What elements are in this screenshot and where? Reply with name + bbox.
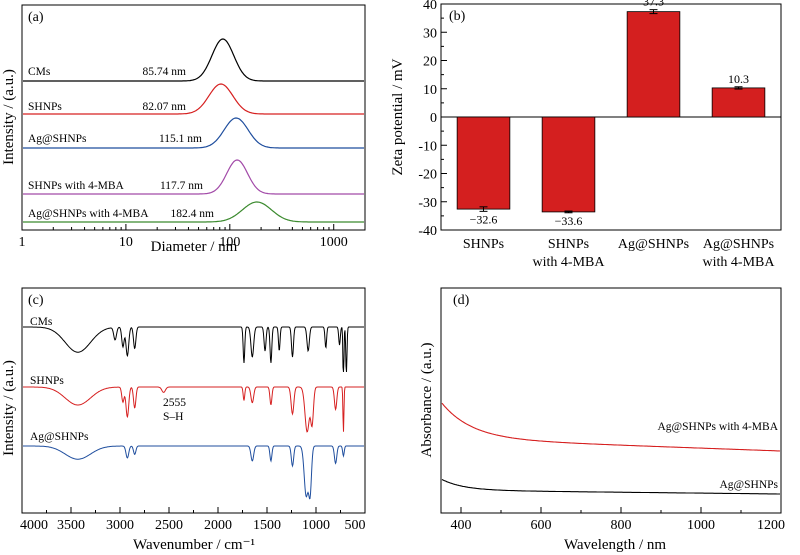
panel-c-spectrum — [23, 386, 364, 433]
panel-b-ytick-label: -30 — [418, 196, 437, 211]
panel-a-size-label: 117.7 nm — [160, 180, 203, 192]
panel-c-xtick-label: 1500 — [253, 518, 281, 533]
panel-c-series — [23, 326, 364, 500]
panel-d-curve — [441, 479, 780, 495]
panel-b-value-label: −33.6 — [555, 214, 583, 228]
panel-a-curve — [23, 117, 364, 149]
panel-a-size-label: 115.1 nm — [159, 133, 202, 145]
panel-a-xtick-label: 10 — [119, 235, 133, 250]
panel-c-ticks: 4000 3500 3000 2500 2000 1500 1000 500 — [20, 507, 366, 533]
panel-c-xtick-label: 3500 — [57, 518, 85, 533]
panel-d-series — [441, 402, 781, 495]
panel-b-bar — [626, 11, 681, 118]
panel-c-annotation: S–H — [163, 411, 183, 423]
panel-a-frame — [21, 4, 366, 231]
panel-a-series-name: SHNPs — [28, 101, 62, 113]
panel-d-xtick-label: 800 — [611, 518, 632, 533]
panel-b-category-label: SHNPs — [548, 237, 589, 252]
panel-d-xtick-label: 1000 — [687, 518, 715, 533]
panel-c-xtick-label: 500 — [345, 518, 366, 533]
panel-c-xtick-label: 3000 — [106, 518, 134, 533]
panel-c-xtick-label: 2500 — [155, 518, 183, 533]
panel-d-xlabel: Wavelength / nm — [564, 537, 666, 553]
panel-b-ytick-label: -10 — [418, 139, 437, 154]
panel-b-ytick-label: 40 — [423, 0, 437, 13]
panel-c-xtick-label: 4000 — [20, 518, 48, 533]
panel-a-curve — [23, 159, 364, 195]
panel-d: (d) Absorbance / (a.u.) Wavelength / nm … — [419, 287, 785, 553]
panel-c-label: (c) — [28, 293, 44, 308]
panel-b: (b) Zeta potential / mV -40 -30 -20 -10 … — [390, 0, 782, 270]
panel-b-value-label: 10.3 — [728, 72, 749, 86]
panel-a-ticks: 1 10 100 1000 — [19, 224, 366, 250]
panel-a-xtick-label: 1000 — [320, 235, 348, 250]
panel-a-xlabel: Diameter / nm — [151, 239, 238, 255]
panel-a-size-label: 82.07 nm — [143, 101, 187, 113]
panel-c-xlabel: Wavenumber / cm⁻¹ — [133, 537, 255, 553]
panel-a-curve — [23, 38, 364, 82]
panel-c-spectrum — [23, 445, 364, 500]
panel-d-xtick-label: 1200 — [757, 518, 785, 533]
panel-b-ytick-label: 0 — [430, 111, 437, 126]
panel-b-ytick-label: 10 — [423, 83, 437, 98]
panel-c-series-name: Ag@SHNPs — [30, 431, 89, 443]
panel-b-ytick-label: 20 — [423, 55, 437, 70]
panel-c: (c) Intensity / (a.u.) Wavenumber / cm⁻¹… — [1, 287, 366, 553]
panel-b-bars — [441, 9, 781, 214]
panel-a-curve — [23, 83, 364, 115]
panel-a-series — [23, 38, 364, 223]
panel-b-bar — [541, 116, 596, 213]
panel-b-category-label: SHNPs — [463, 237, 504, 252]
panel-c-ylabel: Intensity / (a.u.) — [1, 360, 17, 456]
panel-d-frame — [440, 287, 782, 514]
panel-b-ytick-label: -40 — [418, 224, 437, 239]
panel-a-xtick-label: 1 — [19, 235, 26, 250]
panel-d-ticks: 400 600 800 1000 1200 — [451, 507, 785, 533]
panel-d-curve — [441, 402, 781, 452]
panel-d-xtick-label: 600 — [531, 518, 552, 533]
panel-d-ylabel: Absorbance / (a.u.) — [419, 343, 435, 458]
panel-b-ylabel: Zeta potential / mV — [390, 58, 406, 175]
panel-b-yticks: -40 -30 -20 -10 0 10 20 30 40 — [418, 0, 447, 239]
panel-c-xtick-label: 2000 — [204, 518, 232, 533]
panel-b-category-label: with 4-MBA — [703, 255, 776, 270]
panel-a-ylabel: Intensity / (a.u.) — [1, 69, 17, 165]
panel-d-series-name: Ag@SHNPs with 4-MBA — [658, 421, 779, 433]
panel-a-xtick-label: 100 — [219, 235, 240, 250]
panel-b-category-label: Ag@SHNPs — [703, 237, 774, 252]
panel-c-xtick-label: 1000 — [302, 518, 330, 533]
panel-b-category-label: with 4-MBA — [533, 255, 606, 270]
panel-d-label: (d) — [453, 293, 470, 308]
panel-c-spectrum — [23, 326, 364, 373]
panel-a-series-name: CMs — [28, 66, 51, 78]
panel-b-bar — [711, 87, 766, 118]
panel-a-size-label: 85.74 nm — [143, 66, 187, 78]
panel-b-bar — [456, 116, 511, 210]
panel-a-series-name: Ag@SHNPs with 4-MBA — [28, 208, 149, 220]
panel-a-size-label: 182.4 nm — [171, 208, 215, 220]
panel-a-curve — [23, 201, 364, 223]
panel-b-category-label: Ag@SHNPs — [618, 237, 689, 252]
panel-c-annotation: 2555 — [163, 397, 186, 409]
panel-b-ytick-label: -20 — [418, 168, 437, 183]
panel-a: (a) Intensity / (a.u.) Diameter / nm 1 1… — [1, 4, 366, 255]
panel-d-series-name: Ag@SHNPs — [719, 479, 778, 491]
panel-d-xtick-label: 400 — [451, 518, 472, 533]
panel-a-series-name: Ag@SHNPs — [28, 133, 87, 145]
panel-b-label: (b) — [449, 9, 466, 24]
panel-a-label: (a) — [28, 10, 44, 25]
panel-a-series-name: SHNPs with 4-MBA — [28, 180, 125, 192]
panel-b-value-label: −32.6 — [470, 212, 498, 226]
panel-c-series-name: CMs — [30, 316, 53, 328]
panel-b-value-label: 37.3 — [643, 0, 664, 9]
panel-b-ytick-label: 30 — [423, 26, 437, 41]
panel-c-series-name: SHNPs — [30, 375, 64, 387]
